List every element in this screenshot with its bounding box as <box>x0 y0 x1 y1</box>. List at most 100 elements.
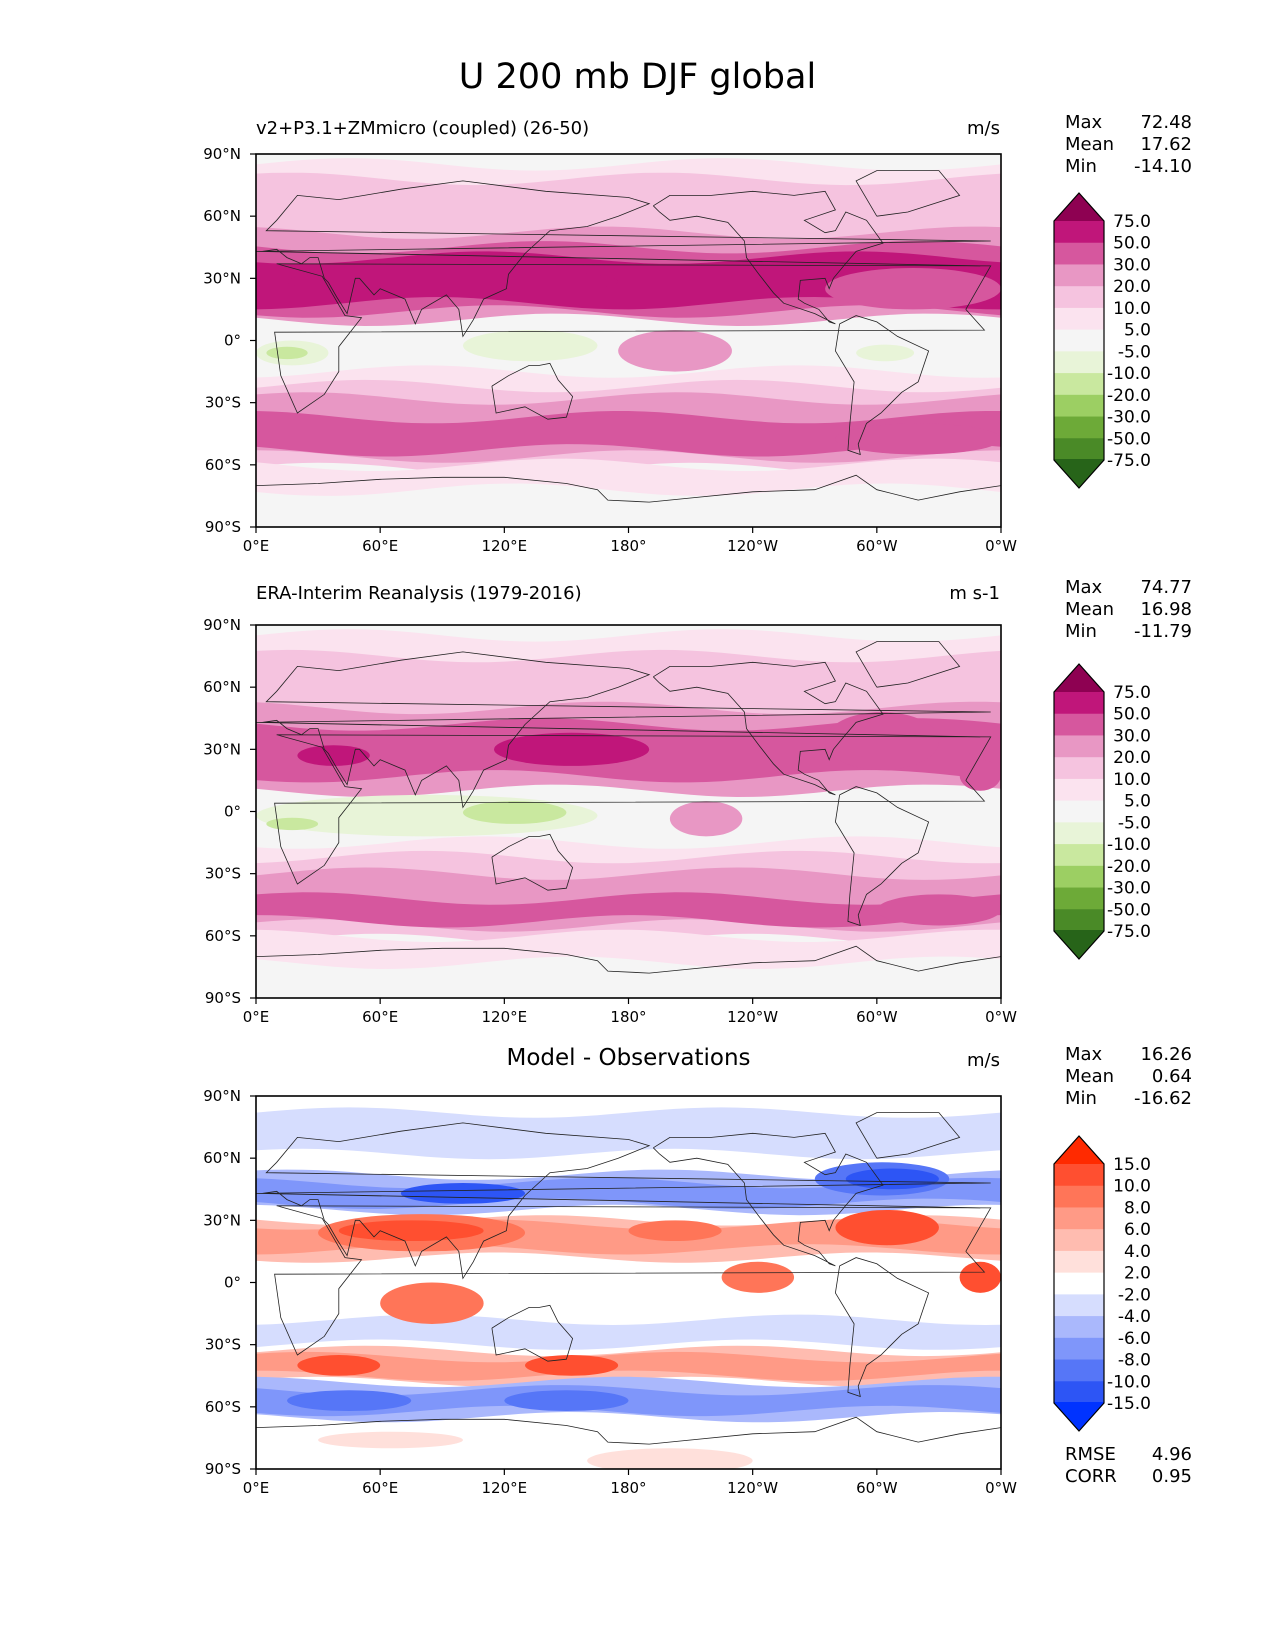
colorbar-label: 50.0 <box>1113 705 1151 725</box>
panel-units: m s-1 <box>949 583 1000 604</box>
colorbar-label: -8.0 <box>1118 1351 1151 1371</box>
colorbar-extend-min <box>1054 930 1104 959</box>
colorbar-label: 20.0 <box>1113 748 1151 768</box>
stats-box: Max 72.48 Mean 17.62 Min -14.10 <box>1065 112 1192 178</box>
x-tick-label: 120°W <box>727 1008 778 1026</box>
stat-max: 16.26 <box>1140 1044 1192 1065</box>
x-tick-label: 60°W <box>856 537 898 555</box>
coastline <box>855 170 961 217</box>
positive-epac <box>721 1261 795 1293</box>
y-tick-label: 0° <box>224 332 241 350</box>
map-panel-model: 0°E 60°E 120°E 180° 120°W 60°W 0°W 90°N 60°N 30°N… <box>203 145 1151 555</box>
colorbar: 15.010.08.06.04.02.0-2.0-4.0-6.0-8.0-10.… <box>1053 1135 1151 1432</box>
x-tick-label: 180° <box>610 537 646 555</box>
coastline <box>256 651 991 809</box>
colorbar-label: 10.0 <box>1113 770 1151 790</box>
panel-diff: Model - Observations m/s Max 16.26 Mean 0.… <box>0 1044 1275 1520</box>
panel-units: m/s <box>967 1050 1000 1071</box>
colorbar-segment <box>1054 1229 1104 1252</box>
error-stats-box: RMSE 4.96 CORR 0.95 <box>1065 1444 1192 1488</box>
positive-eatl <box>959 1261 1001 1293</box>
panel-model: v2+P3.1+ZMmicro (coupled) (26-50) m/s Ma… <box>0 110 1275 580</box>
jet-core <box>287 267 619 295</box>
colorbar-segment <box>1054 373 1104 396</box>
y-tick-label: 90°N <box>203 616 241 634</box>
x-tick-label: 60°W <box>856 1479 898 1497</box>
y-tick-label: 30°S <box>205 865 241 883</box>
colorbar-label: 30.0 <box>1113 726 1151 746</box>
colorbar-segment <box>1054 1337 1104 1361</box>
y-tick-label: 30°N <box>203 269 241 287</box>
stat-label: Mean <box>1065 134 1115 155</box>
colorbar-label: -75.0 <box>1107 451 1151 471</box>
stat-label: RMSE <box>1065 1444 1116 1465</box>
x-tick-label: 60°E <box>362 537 398 555</box>
field-layer <box>256 1096 1001 1469</box>
y-tick-label: 90°S <box>205 518 241 536</box>
contour-band <box>256 892 1001 928</box>
stat-label: CORR <box>1065 1466 1117 1487</box>
x-tick-label: 0°W <box>985 1479 1017 1497</box>
positive-sh-west <box>297 1355 381 1376</box>
colorbar-label: 10.0 <box>1113 299 1151 319</box>
colorbar-label: 75.0 <box>1113 683 1151 703</box>
positive-core <box>338 1220 484 1242</box>
y-tick-label: 0° <box>224 1274 241 1292</box>
colorbar-outline <box>1053 1135 1105 1432</box>
coastline <box>274 1205 992 1356</box>
colorbar-segment <box>1054 307 1104 331</box>
coastline <box>491 1304 574 1362</box>
colorbar-segment <box>1054 865 1104 889</box>
stat-max: 74.77 <box>1140 577 1192 598</box>
colorbar-label: 5.0 <box>1124 321 1151 341</box>
colorbar-label: -30.0 <box>1107 408 1151 428</box>
stat-label: Max <box>1065 1044 1103 1065</box>
colorbar-segment <box>1054 221 1104 244</box>
colorbar-segment <box>1054 909 1104 932</box>
colorbar-segment <box>1054 735 1104 758</box>
colorbar-extend-min <box>1054 459 1104 488</box>
colorbar-segment <box>1054 286 1104 309</box>
colorbar-label: -20.0 <box>1107 857 1151 877</box>
contour-band <box>256 411 1001 457</box>
colorbar-label: -50.0 <box>1107 429 1151 449</box>
colorbar-extend-max <box>1054 664 1104 694</box>
x-tick-label: 180° <box>610 1008 646 1026</box>
contour-band <box>256 1351 1001 1381</box>
colorbar-label: 5.0 <box>1124 792 1151 812</box>
colorbar-label: 75.0 <box>1113 212 1151 232</box>
panel-title: ERA-Interim Reanalysis (1979-2016) <box>256 583 582 604</box>
stat-min: -11.79 <box>1133 621 1192 642</box>
colorbar-label: 20.0 <box>1113 277 1151 297</box>
x-tick-label: 120°E <box>482 1479 528 1497</box>
y-tick-label: 90°S <box>205 1460 241 1478</box>
panel-title: Model - Observations <box>506 1045 751 1071</box>
stat-min: -16.62 <box>1133 1088 1192 1109</box>
coastline <box>256 1122 991 1280</box>
coastline <box>256 474 1001 503</box>
stat-label: Min <box>1065 1088 1097 1109</box>
colorbar-segment <box>1054 800 1104 823</box>
jet-core-west <box>297 745 370 766</box>
y-tick-label: 60°S <box>205 456 241 474</box>
colorbar-segment <box>1054 778 1104 802</box>
coastline <box>653 190 884 325</box>
y-tick-label: 90°N <box>203 1087 241 1105</box>
colorbar-extend-min <box>1054 1402 1104 1431</box>
colorbar-label: 10.0 <box>1113 1177 1151 1197</box>
stat-mean: 0.64 <box>1151 1066 1192 1087</box>
coastline <box>491 362 574 420</box>
negative-sh-core <box>287 1390 412 1411</box>
coastline <box>834 786 930 927</box>
pacific-westerly <box>669 801 743 837</box>
colorbar-segment <box>1054 822 1104 845</box>
colorbar-label: -50.0 <box>1107 900 1151 920</box>
contour-band <box>256 1107 1001 1160</box>
positive-atlantic <box>835 1209 939 1246</box>
colorbar-segment <box>1054 1316 1104 1339</box>
colorbar-segment <box>1054 844 1104 867</box>
colorbar-segment <box>1054 329 1104 352</box>
pacific-westerly <box>618 330 732 372</box>
atlantic-jet <box>825 267 1001 310</box>
